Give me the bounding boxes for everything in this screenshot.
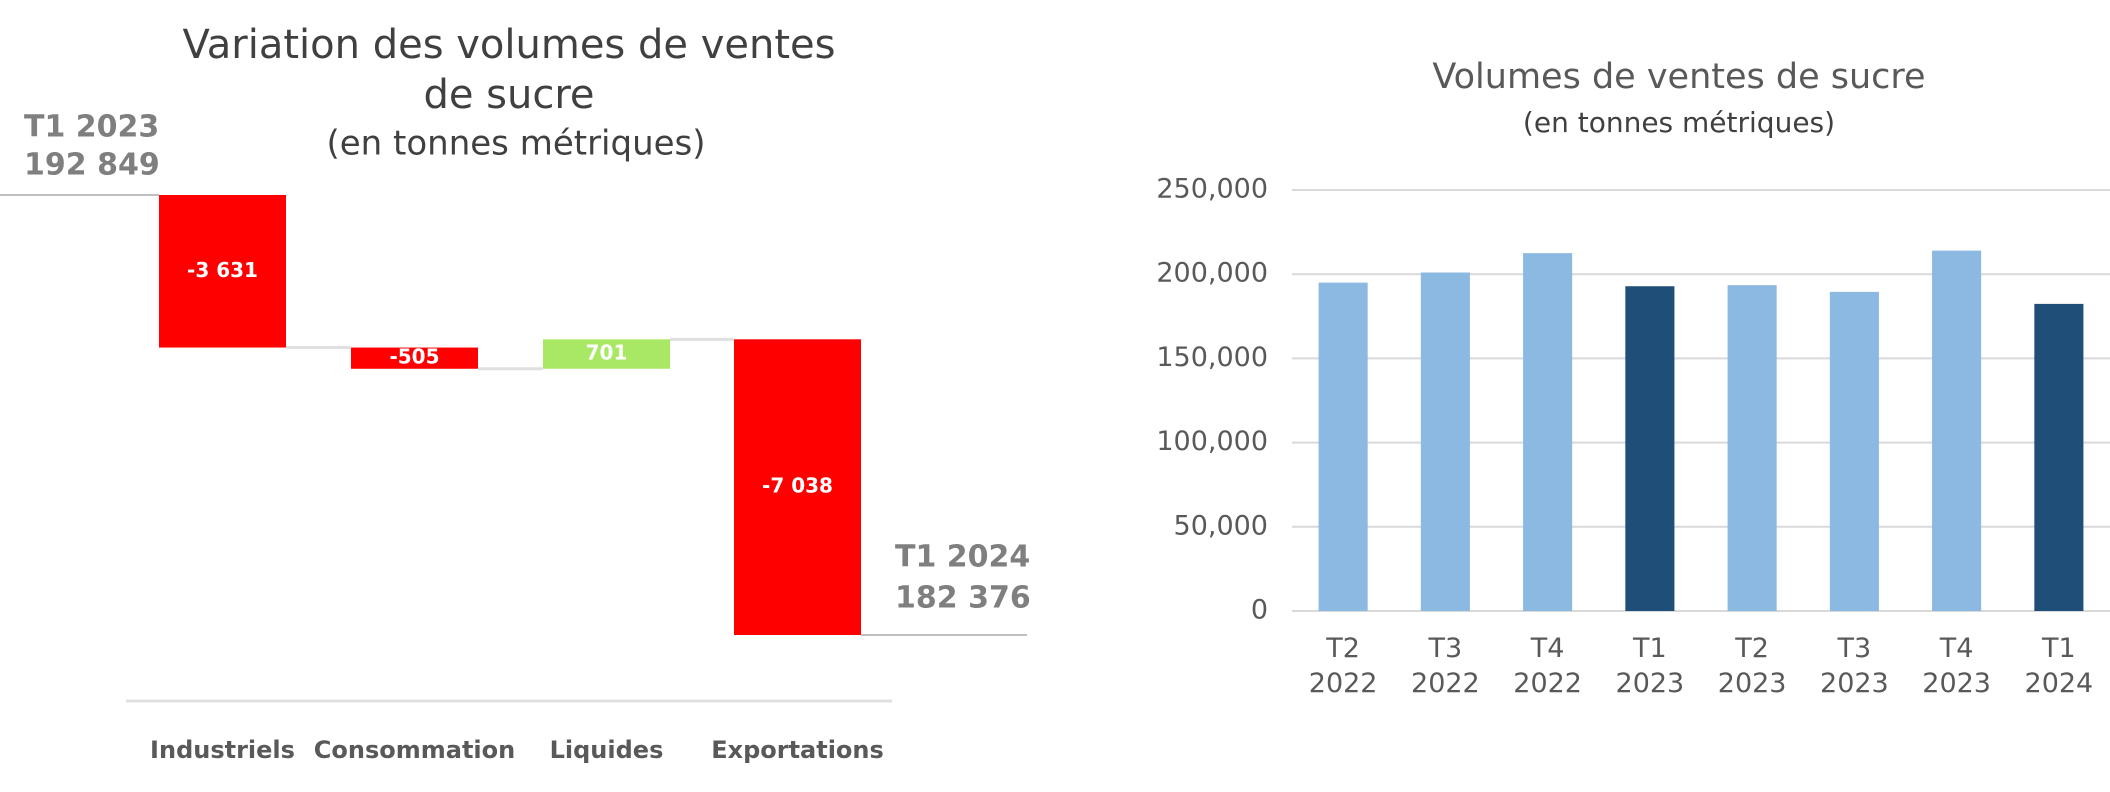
end-value-label: 182 376 — [895, 581, 1031, 616]
value-label: -505 — [389, 345, 439, 369]
bar — [1932, 250, 1982, 611]
start-label: T1 2023 — [24, 110, 159, 145]
x-tick-label: Liquides — [550, 736, 664, 764]
x-tick-label: Consommation — [314, 736, 515, 764]
bar — [734, 339, 861, 635]
x-tick-label: Industriels — [150, 736, 295, 764]
y-tick-label: 0 — [1251, 595, 1268, 626]
start-value-label: 192 849 — [24, 148, 160, 183]
chart-title: Variation des volumes de ventes de sucre — [183, 22, 836, 118]
y-tick-label: 100,000 — [1156, 426, 1268, 457]
x-tick-label: T1 2023 — [1616, 633, 1685, 699]
x-tick-label: Exportations — [711, 736, 884, 764]
chart-title: Volumes de ventes de sucre — [1432, 57, 1925, 97]
x-tick-label: T1 2024 — [2025, 633, 2094, 699]
x-tick-label: T4 2022 — [1513, 633, 1582, 699]
x-tick-label: T3 2022 — [1411, 633, 1480, 699]
bar — [159, 195, 286, 348]
y-tick-label: 250,000 — [1156, 174, 1268, 205]
x-tick-label: T2 2023 — [1718, 633, 1787, 699]
x-tick-label: T4 2023 — [1922, 633, 1991, 699]
chart-subtitle: (en tonnes métriques) — [326, 124, 705, 164]
bar — [1318, 282, 1368, 611]
bar — [2034, 303, 2084, 611]
bar — [1523, 253, 1573, 611]
value-label: -7 038 — [762, 474, 833, 498]
bar — [1625, 286, 1675, 611]
y-tick-label: 50,000 — [1174, 510, 1268, 541]
bar — [351, 347, 478, 369]
x-tick-label: T3 2023 — [1820, 633, 1889, 699]
bar — [1420, 272, 1470, 611]
y-tick-label: 200,000 — [1156, 258, 1268, 289]
value-label: -3 631 — [187, 258, 258, 282]
x-tick-label: T2 2022 — [1309, 633, 1378, 699]
bar — [1829, 291, 1879, 611]
chart-subtitle: (en tonnes métriques) — [1523, 106, 1835, 139]
bar — [543, 339, 670, 369]
y-tick-label: 150,000 — [1156, 342, 1268, 373]
bar — [1727, 285, 1777, 611]
value-label: 701 — [586, 341, 628, 365]
end-label: T1 2024 — [895, 540, 1030, 575]
